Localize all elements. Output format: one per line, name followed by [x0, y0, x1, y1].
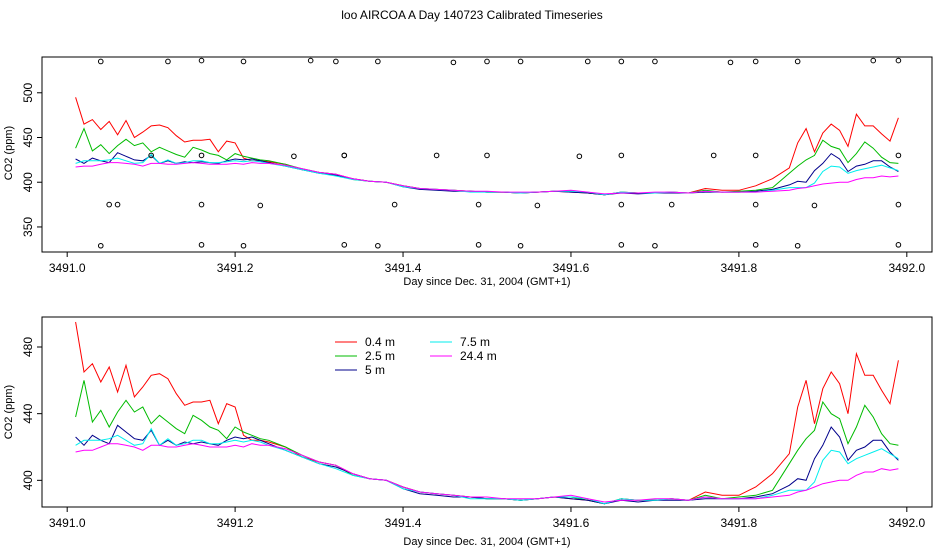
marker-point [240, 58, 247, 65]
plot-frame-top [41, 56, 933, 253]
marker-point [895, 242, 902, 248]
marker-point [240, 242, 247, 249]
x-tick-label: 3492.0 [888, 516, 925, 530]
marker-point [794, 58, 801, 65]
axis-ticks-top: 3491.0 3491.2 3491.4 3491.6 3491.8 3492.0 350 4… [21, 82, 925, 275]
series-line-4 [75, 162, 899, 195]
plot-frame-bottom [41, 316, 933, 508]
y-tick-label: 500 [21, 82, 35, 102]
marker-point [484, 152, 490, 159]
marker-point [198, 242, 205, 248]
x-tick-label: 3491.2 [217, 261, 254, 275]
marker-point [475, 242, 482, 248]
marker-point [257, 202, 264, 209]
marker-point [752, 58, 759, 65]
marker-point [341, 152, 348, 159]
marker-point [148, 152, 154, 159]
x-tick-label: 3491.0 [49, 261, 86, 275]
legend-label-0-4m: 0.4 m [365, 335, 395, 349]
marker-point [710, 152, 717, 159]
marker-point [198, 57, 205, 64]
legend-label-5m: 5 m [365, 363, 385, 377]
y-tick-label: 400 [21, 172, 35, 192]
series-line-2 [75, 424, 899, 505]
marker-point [668, 201, 675, 208]
marker-point [618, 58, 625, 65]
marker-point [576, 153, 583, 160]
marker-point [333, 58, 339, 65]
marker-point [450, 59, 457, 66]
marker-point [165, 58, 171, 65]
marker-point [484, 58, 490, 65]
marker-point [307, 57, 314, 64]
y-tick-label: 440 [21, 403, 35, 423]
legend-label-2-5m: 2.5 m [365, 349, 395, 363]
markers-top [97, 57, 902, 249]
marker-point [895, 152, 902, 159]
marker-point [752, 152, 759, 159]
y-tick-label: 480 [21, 337, 35, 357]
marker-point [811, 202, 818, 209]
y-tick-label: 400 [21, 470, 35, 490]
series-line-4 [75, 443, 899, 503]
x-tick-label: 3491.8 [721, 516, 758, 530]
marker-point [584, 58, 591, 65]
marker-point [198, 152, 205, 159]
marker-point [375, 58, 381, 65]
xlabel-bottom: Day since Dec. 31, 2004 (GMT+1) [403, 536, 570, 548]
marker-point [517, 58, 524, 65]
marker-point [106, 201, 112, 208]
marker-point [517, 242, 524, 249]
x-tick-label: 3491.0 [49, 516, 86, 530]
x-tick-label: 3491.8 [721, 261, 758, 275]
x-tick-label: 3491.6 [553, 261, 590, 275]
legend-label-7-5m: 7.5 m [460, 335, 490, 349]
marker-point [895, 57, 902, 64]
series-lines-top [75, 97, 899, 196]
marker-point [618, 201, 625, 208]
y-tick-label: 350 [21, 217, 35, 237]
panel-bottom: CO2 (ppm) Day since Dec. 31, 2004 (GMT+1… [3, 316, 933, 548]
marker-point [198, 201, 205, 208]
axis-ticks-bottom: 3491.0 3491.2 3491.4 3491.6 3491.8 3492.0 400 4… [21, 337, 925, 530]
marker-point [727, 59, 734, 66]
marker-point [97, 58, 104, 65]
legend-label-24-4m: 24.4 m [460, 349, 497, 363]
marker-point [652, 242, 658, 249]
marker-point [433, 152, 440, 159]
figure-title: loo AIRCOA A Day 140723 Calibrated Times… [341, 8, 602, 22]
marker-point [475, 201, 482, 208]
marker-point [794, 242, 801, 249]
y-tick-label: 450 [21, 127, 35, 147]
marker-point [391, 201, 398, 208]
marker-point [752, 242, 759, 248]
x-tick-label: 3491.4 [385, 261, 422, 275]
x-tick-label: 3491.2 [217, 516, 254, 530]
marker-point [618, 242, 625, 248]
x-tick-label: 3491.6 [553, 516, 590, 530]
marker-point [534, 202, 541, 209]
marker-point [341, 242, 348, 248]
series-lines-bottom [75, 321, 899, 505]
marker-point [375, 242, 381, 249]
panel-top: CO2 (ppm) Day since Dec. 31, 2004 (GMT+1… [3, 56, 933, 288]
marker-point [291, 153, 297, 160]
xlabel-top: Day since Dec. 31, 2004 (GMT+1) [403, 276, 570, 288]
legend: 0.4 m 2.5 m 5 m 7.5 m 24.4 m [335, 335, 497, 377]
marker-point [752, 201, 759, 208]
marker-point [895, 201, 902, 208]
marker-point [652, 58, 658, 65]
series-line-0 [75, 97, 899, 196]
marker-point [618, 152, 625, 159]
marker-point [97, 242, 104, 249]
marker-point [114, 201, 121, 208]
ylabel-bottom: CO2 (ppm) [3, 385, 15, 439]
marker-point [870, 57, 877, 64]
series-line-2 [75, 152, 899, 196]
x-tick-label: 3492.0 [888, 261, 925, 275]
ylabel-top: CO2 (ppm) [3, 126, 15, 180]
x-tick-label: 3491.4 [385, 516, 422, 530]
